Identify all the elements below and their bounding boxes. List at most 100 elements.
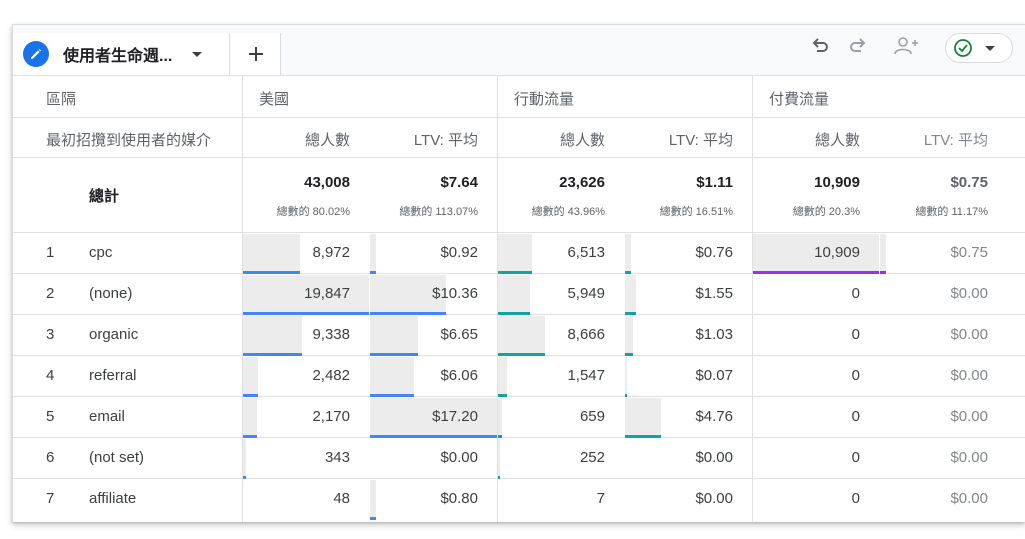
undo-icon[interactable] <box>809 35 831 62</box>
total-percent: 總數的 80.02% <box>276 206 350 218</box>
segment-header-us[interactable]: 美國 <box>259 91 290 108</box>
metric-header-ltv[interactable]: LTV: 平均 <box>923 132 988 149</box>
metric-header-users[interactable]: 總人數 <box>814 132 860 149</box>
cell-value: $0.00 <box>950 449 988 466</box>
cell-value: 8,666 <box>567 326 605 343</box>
row-dimension-label[interactable]: organic <box>89 326 139 343</box>
pencil-icon[interactable] <box>23 41 49 67</box>
chevron-down-icon[interactable] <box>192 51 203 57</box>
row-number: 3 <box>46 326 55 343</box>
value-bar <box>370 275 446 313</box>
value-bar <box>753 234 879 272</box>
value-bar-line <box>370 517 376 520</box>
value-bar-line <box>498 435 502 438</box>
value-bar-line <box>243 312 369 315</box>
row-dimension-label[interactable]: cpc <box>89 244 113 261</box>
add-tab-button[interactable] <box>231 33 281 75</box>
check-circle-icon <box>954 39 972 57</box>
tab-user-lifetime[interactable]: 使用者生命週... <box>13 33 230 75</box>
cell-value: $0.00 <box>950 367 988 384</box>
exploration-frame: 使用者生命週... 區隔 美國 行動流量 付費流量 最初招攬到 <box>12 24 1025 522</box>
add-person-icon[interactable] <box>893 35 921 62</box>
value-bar-line <box>370 394 414 397</box>
total-percent: 總數的 43.96% <box>531 206 605 218</box>
value-bar <box>625 357 627 395</box>
cell-value: 2,482 <box>312 367 350 384</box>
value-bar <box>370 316 418 354</box>
cell-value: 0 <box>851 449 860 466</box>
row-dimension-label[interactable]: affiliate <box>89 490 137 507</box>
segment-header-paid[interactable]: 付費流量 <box>769 91 830 108</box>
cell-value: 8,972 <box>312 244 350 261</box>
value-bar-line <box>243 353 302 356</box>
value-bar <box>498 316 545 354</box>
value-bar <box>498 357 507 395</box>
value-bar <box>625 234 631 272</box>
value-bar <box>880 234 886 272</box>
value-bar-line <box>625 394 627 397</box>
metric-header-ltv[interactable]: LTV: 平均 <box>668 132 733 149</box>
value-bar <box>370 480 376 518</box>
cell-value: $0.00 <box>695 490 733 507</box>
cell-value: 6,513 <box>567 244 605 261</box>
cell-value: $6.06 <box>440 367 478 384</box>
cell-value: 7 <box>596 490 605 507</box>
dimension-header[interactable]: 最初招攬到使用者的媒介 <box>46 132 212 149</box>
chevron-down-icon[interactable] <box>985 45 995 51</box>
value-bar <box>243 439 246 477</box>
value-bar <box>370 357 414 395</box>
metric-header-users[interactable]: 總人數 <box>304 132 350 149</box>
cell-value: $6.65 <box>440 326 478 343</box>
row-dimension-label[interactable]: (not set) <box>89 449 145 466</box>
tab-bar: 使用者生命週... <box>13 25 1025 75</box>
value-bar <box>498 234 532 272</box>
row-dimension-label[interactable]: referral <box>89 367 137 384</box>
total-value: 23,626 <box>559 174 605 191</box>
cell-value: 10,909 <box>814 244 860 261</box>
cell-value: $0.76 <box>695 244 733 261</box>
cell-value: 0 <box>851 408 860 425</box>
total-value: 10,909 <box>814 174 860 191</box>
value-bar-line <box>243 394 258 397</box>
cell-value: 2,170 <box>312 408 350 425</box>
segment-header-label: 區隔 <box>46 91 77 108</box>
cell-value: $0.00 <box>440 449 478 466</box>
cell-value: 0 <box>851 326 860 343</box>
value-bar <box>625 275 636 313</box>
cell-value: 0 <box>851 490 860 507</box>
value-bar <box>498 439 500 477</box>
segment-header-mobile[interactable]: 行動流量 <box>514 91 575 108</box>
cell-value: 659 <box>579 408 605 425</box>
cell-value: 0 <box>851 285 860 302</box>
total-percent: 總數的 113.07% <box>399 206 478 218</box>
value-bar <box>243 316 302 354</box>
value-bar-line <box>498 476 500 479</box>
row-dimension-label[interactable]: (none) <box>89 285 133 302</box>
row-number: 6 <box>46 449 55 466</box>
cell-value: $1.03 <box>695 326 733 343</box>
cell-value: $0.75 <box>950 244 988 261</box>
metric-header-ltv[interactable]: LTV: 平均 <box>413 132 478 149</box>
cell-value: 19,847 <box>304 285 350 302</box>
cell-value: 0 <box>851 367 860 384</box>
tab-label: 使用者生命週... <box>63 48 173 65</box>
cell-value: $0.00 <box>950 285 988 302</box>
cell-value: $0.07 <box>695 367 733 384</box>
metric-header-users[interactable]: 總人數 <box>559 132 605 149</box>
value-bar-line <box>625 312 636 315</box>
cell-value: $1.55 <box>695 285 733 302</box>
value-bar <box>625 398 661 436</box>
value-bar-line <box>243 476 246 479</box>
cell-value: $0.92 <box>440 244 478 261</box>
redo-icon[interactable] <box>847 35 869 62</box>
total-value: $1.11 <box>696 174 733 191</box>
row-dimension-label[interactable]: email <box>89 408 125 425</box>
total-value: 43,008 <box>304 174 350 191</box>
row-number: 7 <box>46 490 55 507</box>
cell-value: 343 <box>324 449 350 466</box>
status-check-button[interactable] <box>945 33 1013 63</box>
cell-value: 1,547 <box>567 367 605 384</box>
value-bar <box>243 275 369 313</box>
totals-label: 總計 <box>89 188 120 205</box>
total-percent: 總數的 11.17% <box>915 206 988 218</box>
